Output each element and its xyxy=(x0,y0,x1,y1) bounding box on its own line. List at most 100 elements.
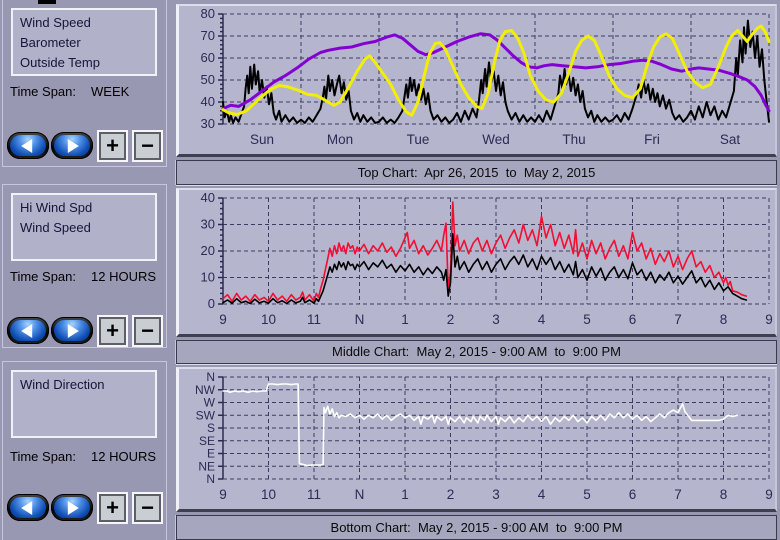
top-chart-caption: Top Chart: Apr 26, 2015 to May 2, 2015 xyxy=(176,160,777,185)
arrow-left-icon xyxy=(21,323,33,338)
svg-text:60: 60 xyxy=(201,50,215,65)
list-item[interactable]: Hi Wind Spd xyxy=(20,200,93,215)
svg-text:40: 40 xyxy=(201,94,215,109)
svg-text:6: 6 xyxy=(629,312,637,327)
svg-text:9: 9 xyxy=(765,487,773,502)
plus-icon: + xyxy=(106,495,119,520)
svg-text:Sat: Sat xyxy=(720,132,741,147)
minus-icon: − xyxy=(141,133,154,158)
svg-text:W: W xyxy=(204,396,216,410)
svg-text:2: 2 xyxy=(447,312,455,327)
time-span-row: Time Span: 12 HOURS xyxy=(10,269,156,284)
middle-chart-buttons: + − xyxy=(3,315,168,347)
svg-text:N: N xyxy=(355,312,365,327)
zoom-in-button[interactable]: + xyxy=(97,492,128,524)
zoom-out-button[interactable]: − xyxy=(132,130,163,162)
svg-text:50: 50 xyxy=(201,72,215,87)
svg-text:Wed: Wed xyxy=(482,132,510,147)
svg-text:3: 3 xyxy=(492,312,500,327)
list-item[interactable]: Wind Speed xyxy=(20,15,91,30)
svg-text:0: 0 xyxy=(208,296,215,311)
svg-text:SW: SW xyxy=(196,408,216,422)
zoom-in-button[interactable]: + xyxy=(97,130,128,162)
scroll-left-button[interactable] xyxy=(7,494,49,521)
svg-text:10: 10 xyxy=(201,270,215,285)
svg-text:1: 1 xyxy=(401,487,409,502)
svg-text:7: 7 xyxy=(674,487,682,502)
svg-text:10: 10 xyxy=(261,487,276,502)
time-span-label: Time Span: xyxy=(10,84,76,99)
svg-text:Fri: Fri xyxy=(644,132,660,147)
plus-icon: + xyxy=(106,318,119,343)
svg-text:30: 30 xyxy=(201,116,215,131)
scroll-right-button[interactable] xyxy=(51,494,93,521)
svg-text:Tue: Tue xyxy=(407,132,430,147)
svg-text:N: N xyxy=(206,370,215,384)
svg-text:N: N xyxy=(355,487,365,502)
bottom-chart-controls: Wind Direction Time Span: 12 HOURS + − xyxy=(2,361,167,540)
zoom-out-button[interactable]: − xyxy=(132,492,163,524)
svg-text:9: 9 xyxy=(765,312,773,327)
svg-text:9: 9 xyxy=(219,312,227,327)
svg-text:SE: SE xyxy=(199,434,215,448)
svg-text:Sun: Sun xyxy=(250,132,274,147)
middle-chart-controls: Hi Wind Spd Wind Speed Time Span: 12 HOUR… xyxy=(2,184,167,348)
zoom-out-button[interactable]: − xyxy=(132,315,163,347)
svg-text:11: 11 xyxy=(307,487,321,502)
scroll-left-button[interactable] xyxy=(7,132,49,159)
svg-text:9: 9 xyxy=(219,487,227,502)
svg-text:11: 11 xyxy=(307,312,321,327)
time-span-value: 12 HOURS xyxy=(91,449,157,464)
time-span-label: Time Span: xyxy=(10,449,76,464)
list-item[interactable]: Outside Temp xyxy=(20,55,100,70)
middle-chart-series-listbox[interactable]: Hi Wind Spd Wind Speed xyxy=(11,193,157,261)
list-item[interactable]: Barometer xyxy=(20,35,81,50)
svg-text:70: 70 xyxy=(201,28,215,43)
minus-icon: − xyxy=(141,318,154,343)
minus-icon: − xyxy=(141,495,154,520)
svg-text:30: 30 xyxy=(201,217,215,232)
svg-text:S: S xyxy=(207,421,215,435)
svg-text:7: 7 xyxy=(674,312,682,327)
bottom-chart-caption: Bottom Chart: May 2, 2015 - 9:00 AM to 9… xyxy=(176,515,777,540)
svg-text:6: 6 xyxy=(629,487,637,502)
top-chart-buttons: + − xyxy=(3,130,168,162)
time-span-value: 12 HOURS xyxy=(91,269,157,284)
top-chart: 30 40 50 60 70 80 Sun Mon Tue Wed Thu Fri Sat xyxy=(176,4,777,157)
svg-text:NW: NW xyxy=(195,383,216,397)
arrow-left-icon xyxy=(21,138,33,153)
scroll-right-button[interactable] xyxy=(51,132,93,159)
middle-chart-caption: Middle Chart: May 2, 2015 - 9:00 AM to 9… xyxy=(176,340,777,364)
list-item[interactable]: Wind Direction xyxy=(20,377,105,392)
arrow-right-icon xyxy=(67,138,79,153)
svg-text:8: 8 xyxy=(720,487,728,502)
scroll-left-button[interactable] xyxy=(7,317,49,344)
time-span-row: Time Span: WEEK xyxy=(10,84,129,99)
top-chart-controls: Wind Speed Barometer Outside Temp Time S… xyxy=(2,0,167,167)
time-span-label: Time Span: xyxy=(10,269,76,284)
bottom-chart-buttons: + − xyxy=(3,492,168,524)
scroll-right-button[interactable] xyxy=(51,317,93,344)
svg-text:40: 40 xyxy=(201,190,215,205)
svg-text:5: 5 xyxy=(583,487,591,502)
svg-text:E: E xyxy=(207,447,215,461)
plus-icon: + xyxy=(106,133,119,158)
svg-text:N: N xyxy=(206,472,215,486)
svg-text:10: 10 xyxy=(261,312,276,327)
svg-text:80: 80 xyxy=(201,6,215,21)
svg-text:NE: NE xyxy=(198,459,215,473)
svg-text:3: 3 xyxy=(492,487,500,502)
arrow-left-icon xyxy=(21,500,33,515)
top-chart-series-listbox[interactable]: Wind Speed Barometer Outside Temp xyxy=(11,8,157,76)
svg-text:8: 8 xyxy=(720,312,728,327)
time-span-value: WEEK xyxy=(91,84,130,99)
svg-text:4: 4 xyxy=(538,487,546,502)
list-item[interactable]: Wind Speed xyxy=(20,220,91,235)
bottom-chart-series-listbox[interactable]: Wind Direction xyxy=(11,370,157,438)
bottom-chart: N NE E SE S SW W NW N 9 10 11 N 1 2 3 4 5 6 7 8 9 xyxy=(176,367,777,512)
svg-text:Mon: Mon xyxy=(327,132,353,147)
svg-text:5: 5 xyxy=(583,312,591,327)
time-span-row: Time Span: 12 HOURS xyxy=(10,449,156,464)
zoom-in-button[interactable]: + xyxy=(97,315,128,347)
